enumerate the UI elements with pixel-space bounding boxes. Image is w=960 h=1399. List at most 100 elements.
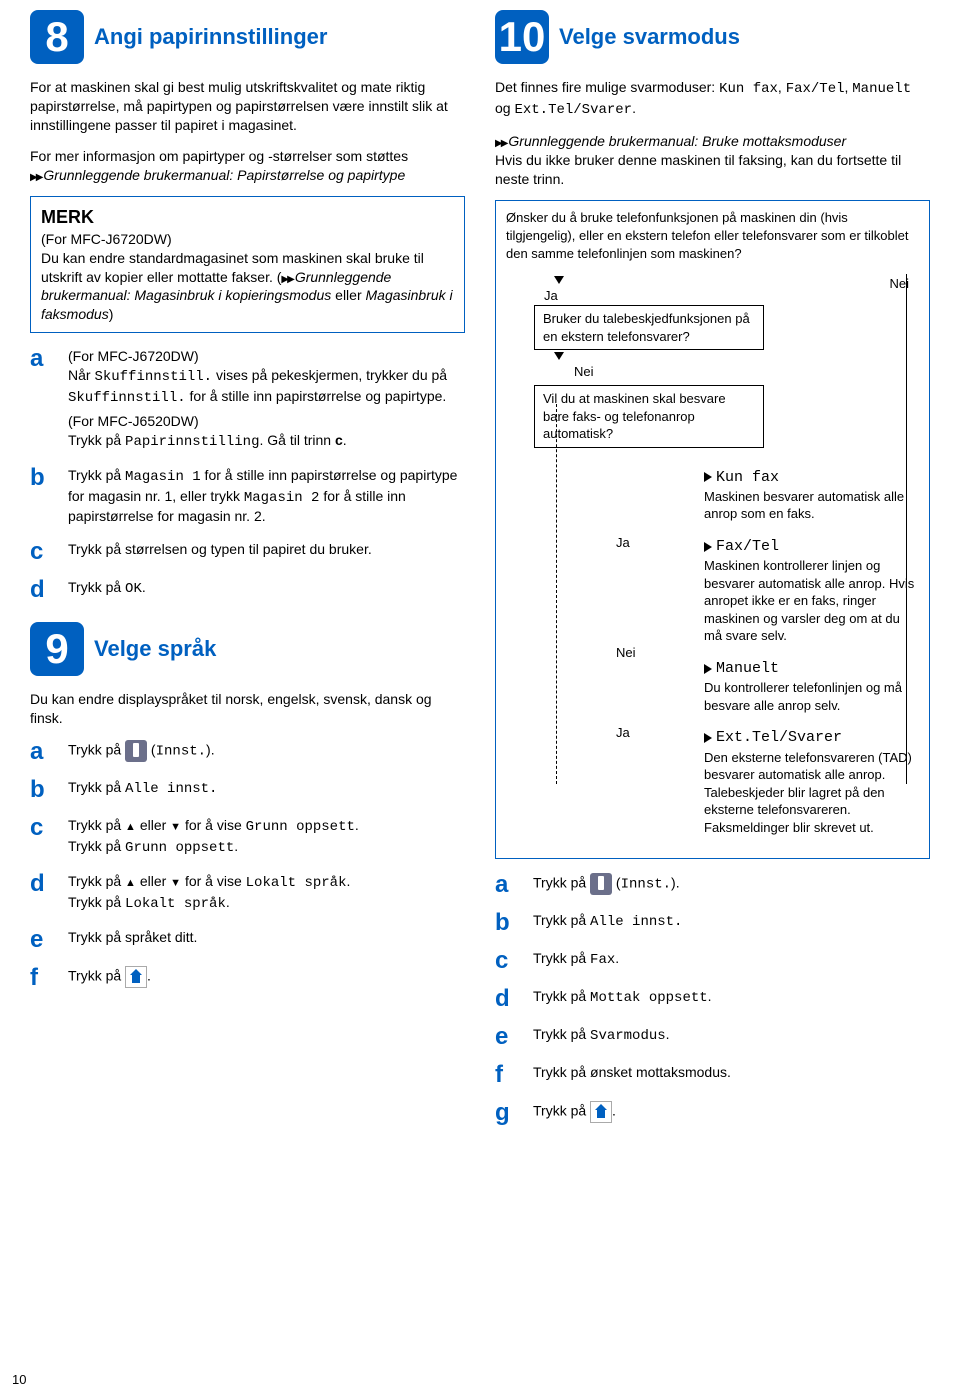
step8-num: 8 (30, 10, 84, 64)
arrow-right-icon (704, 664, 712, 674)
mono: Fax (590, 952, 615, 968)
text: Trykk på (533, 912, 590, 928)
label-ja: Ja (616, 724, 630, 742)
text: c (335, 432, 343, 448)
mono: Lokalt språk (125, 896, 226, 912)
text: og (495, 100, 514, 116)
mono: OK (125, 581, 142, 597)
step10-d: Trykk på Mottak oppsett. (533, 987, 930, 1011)
mono: Grunn oppsett (125, 840, 234, 856)
text: . (615, 950, 619, 966)
letter-c: c (30, 816, 54, 858)
merk-box: MERK (For MFC-J6720DW) Du kan endre stan… (30, 196, 465, 333)
home-icon (590, 1101, 612, 1123)
text: Det finnes fire mulige svarmoduser: (495, 79, 719, 95)
up-icon (125, 873, 136, 889)
letter-c: c (30, 540, 54, 564)
step10-header: 10 Velge svarmodus (495, 10, 930, 64)
merk-body: Du kan endre standardmagasinet som maski… (41, 249, 454, 325)
step9-intro: Du kan endre displayspråket til norsk, e… (30, 690, 465, 728)
mono: Svarmodus (590, 1028, 666, 1044)
text: Trykk på (68, 838, 125, 854)
step10-c: Trykk på Fax. (533, 949, 930, 973)
mono: Manuelt (852, 81, 911, 97)
text: ) (109, 306, 114, 322)
dashed-line (556, 404, 557, 784)
mode-name: Fax/Tel (716, 538, 779, 555)
text: . Gå til trinn (259, 432, 334, 448)
step10-intro: Det finnes fire mulige svarmoduser: Kun … (495, 78, 930, 120)
text: ( (147, 742, 156, 758)
text: . (612, 1103, 616, 1119)
arrow-right-icon (704, 472, 712, 482)
step8-a: (For MFC-J6720DW) Når Skuffinnstill. vis… (68, 347, 465, 451)
text: ). (206, 742, 215, 758)
arrow-down-icon (554, 352, 564, 360)
text: Trykk på (68, 742, 125, 758)
letter-a: a (30, 347, 54, 451)
solid-line (906, 274, 907, 784)
letter-g: g (495, 1101, 519, 1125)
mono: Grunn oppsett (246, 819, 355, 835)
step10-list: a Trykk på (Innst.). b Trykk på Alle inn… (495, 873, 930, 1125)
mode-name: Ext.Tel/Svarer (716, 729, 842, 746)
flow-q2: Bruker du talebeskjedfunksjonen på en ek… (534, 305, 764, 350)
step8-title: Angi papirinnstillinger (94, 22, 327, 52)
text: Trykk på (68, 894, 125, 910)
label-nei: Nei (616, 644, 636, 662)
step10-g: Trykk på . (533, 1101, 930, 1125)
label-ja: Ja (616, 534, 630, 552)
text: Trykk på (68, 873, 125, 889)
letter-d: d (30, 578, 54, 602)
step10-intro2: Hvis du ikke bruker denne maskinen til f… (495, 151, 930, 189)
letter-d: d (30, 872, 54, 914)
arrow-down-icon (554, 276, 564, 284)
tool-icon (125, 740, 147, 762)
tool-icon (590, 873, 612, 895)
text: Trykk på (68, 432, 125, 448)
mono: Skuffinnstill. (68, 390, 186, 406)
step9-e: Trykk på språket ditt. (68, 928, 465, 952)
merk-for: (For MFC-J6720DW) (41, 230, 454, 249)
letter-e: e (30, 928, 54, 952)
step10-ref: Grunnleggende brukermanual: Bruke mottak… (495, 132, 930, 151)
step8-b: Trykk på Magasin 1 for å stille inn papi… (68, 466, 465, 527)
mode-ext-tel: Ext.Tel/Svarer Den eksterne telefonsvare… (704, 728, 919, 836)
text: Trykk på (533, 875, 590, 891)
mono: Innst. (621, 877, 671, 893)
mode-desc: Maskinen besvarer automatisk alle anrop … (704, 488, 919, 523)
step8-c: Trykk på størrelsen og typen til papiret… (68, 540, 465, 564)
mode-manuelt: Manuelt Du kontrollerer telefonlinjen og… (704, 659, 919, 714)
step8-list: a (For MFC-J6720DW) Når Skuffinnstill. v… (30, 347, 465, 602)
letter-d: d (495, 987, 519, 1011)
text: (For MFC-J6520DW) (68, 412, 465, 431)
down-icon (170, 873, 181, 889)
mono: Innst. (156, 744, 206, 760)
mode-fax-tel: Fax/Tel Maskinen kontrollerer linjen og … (704, 537, 919, 645)
mono: Alle innst. (125, 781, 217, 797)
letter-f: f (30, 966, 54, 990)
letter-c: c (495, 949, 519, 973)
text: eller (136, 873, 170, 889)
text: For mer informasjon om papirtyper og -st… (30, 148, 408, 164)
down-icon (170, 817, 181, 833)
mono: Lokalt språk (246, 875, 347, 891)
text: Trykk på (68, 779, 125, 795)
text: Trykk på (533, 1026, 590, 1042)
letter-b: b (30, 778, 54, 802)
text: . (355, 817, 359, 833)
text: vises på pekeskjermen, trykker du på (212, 367, 447, 383)
step9-header: 9 Velge språk (30, 622, 465, 676)
text: Trykk på (533, 1103, 590, 1119)
mono: Papirinnstilling (125, 434, 259, 450)
text: for å stille inn papirstørrelse og papir… (186, 388, 447, 404)
text: ). (671, 875, 680, 891)
text: . (666, 1026, 670, 1042)
step8-intro2: For mer informasjon om papirtyper og -st… (30, 147, 465, 185)
step9-num: 9 (30, 622, 84, 676)
text: . (343, 432, 347, 448)
mode-name: Kun fax (716, 469, 779, 486)
mono: Alle innst. (590, 914, 682, 930)
ref-arrow-icon (495, 133, 508, 149)
text: , (778, 79, 786, 95)
